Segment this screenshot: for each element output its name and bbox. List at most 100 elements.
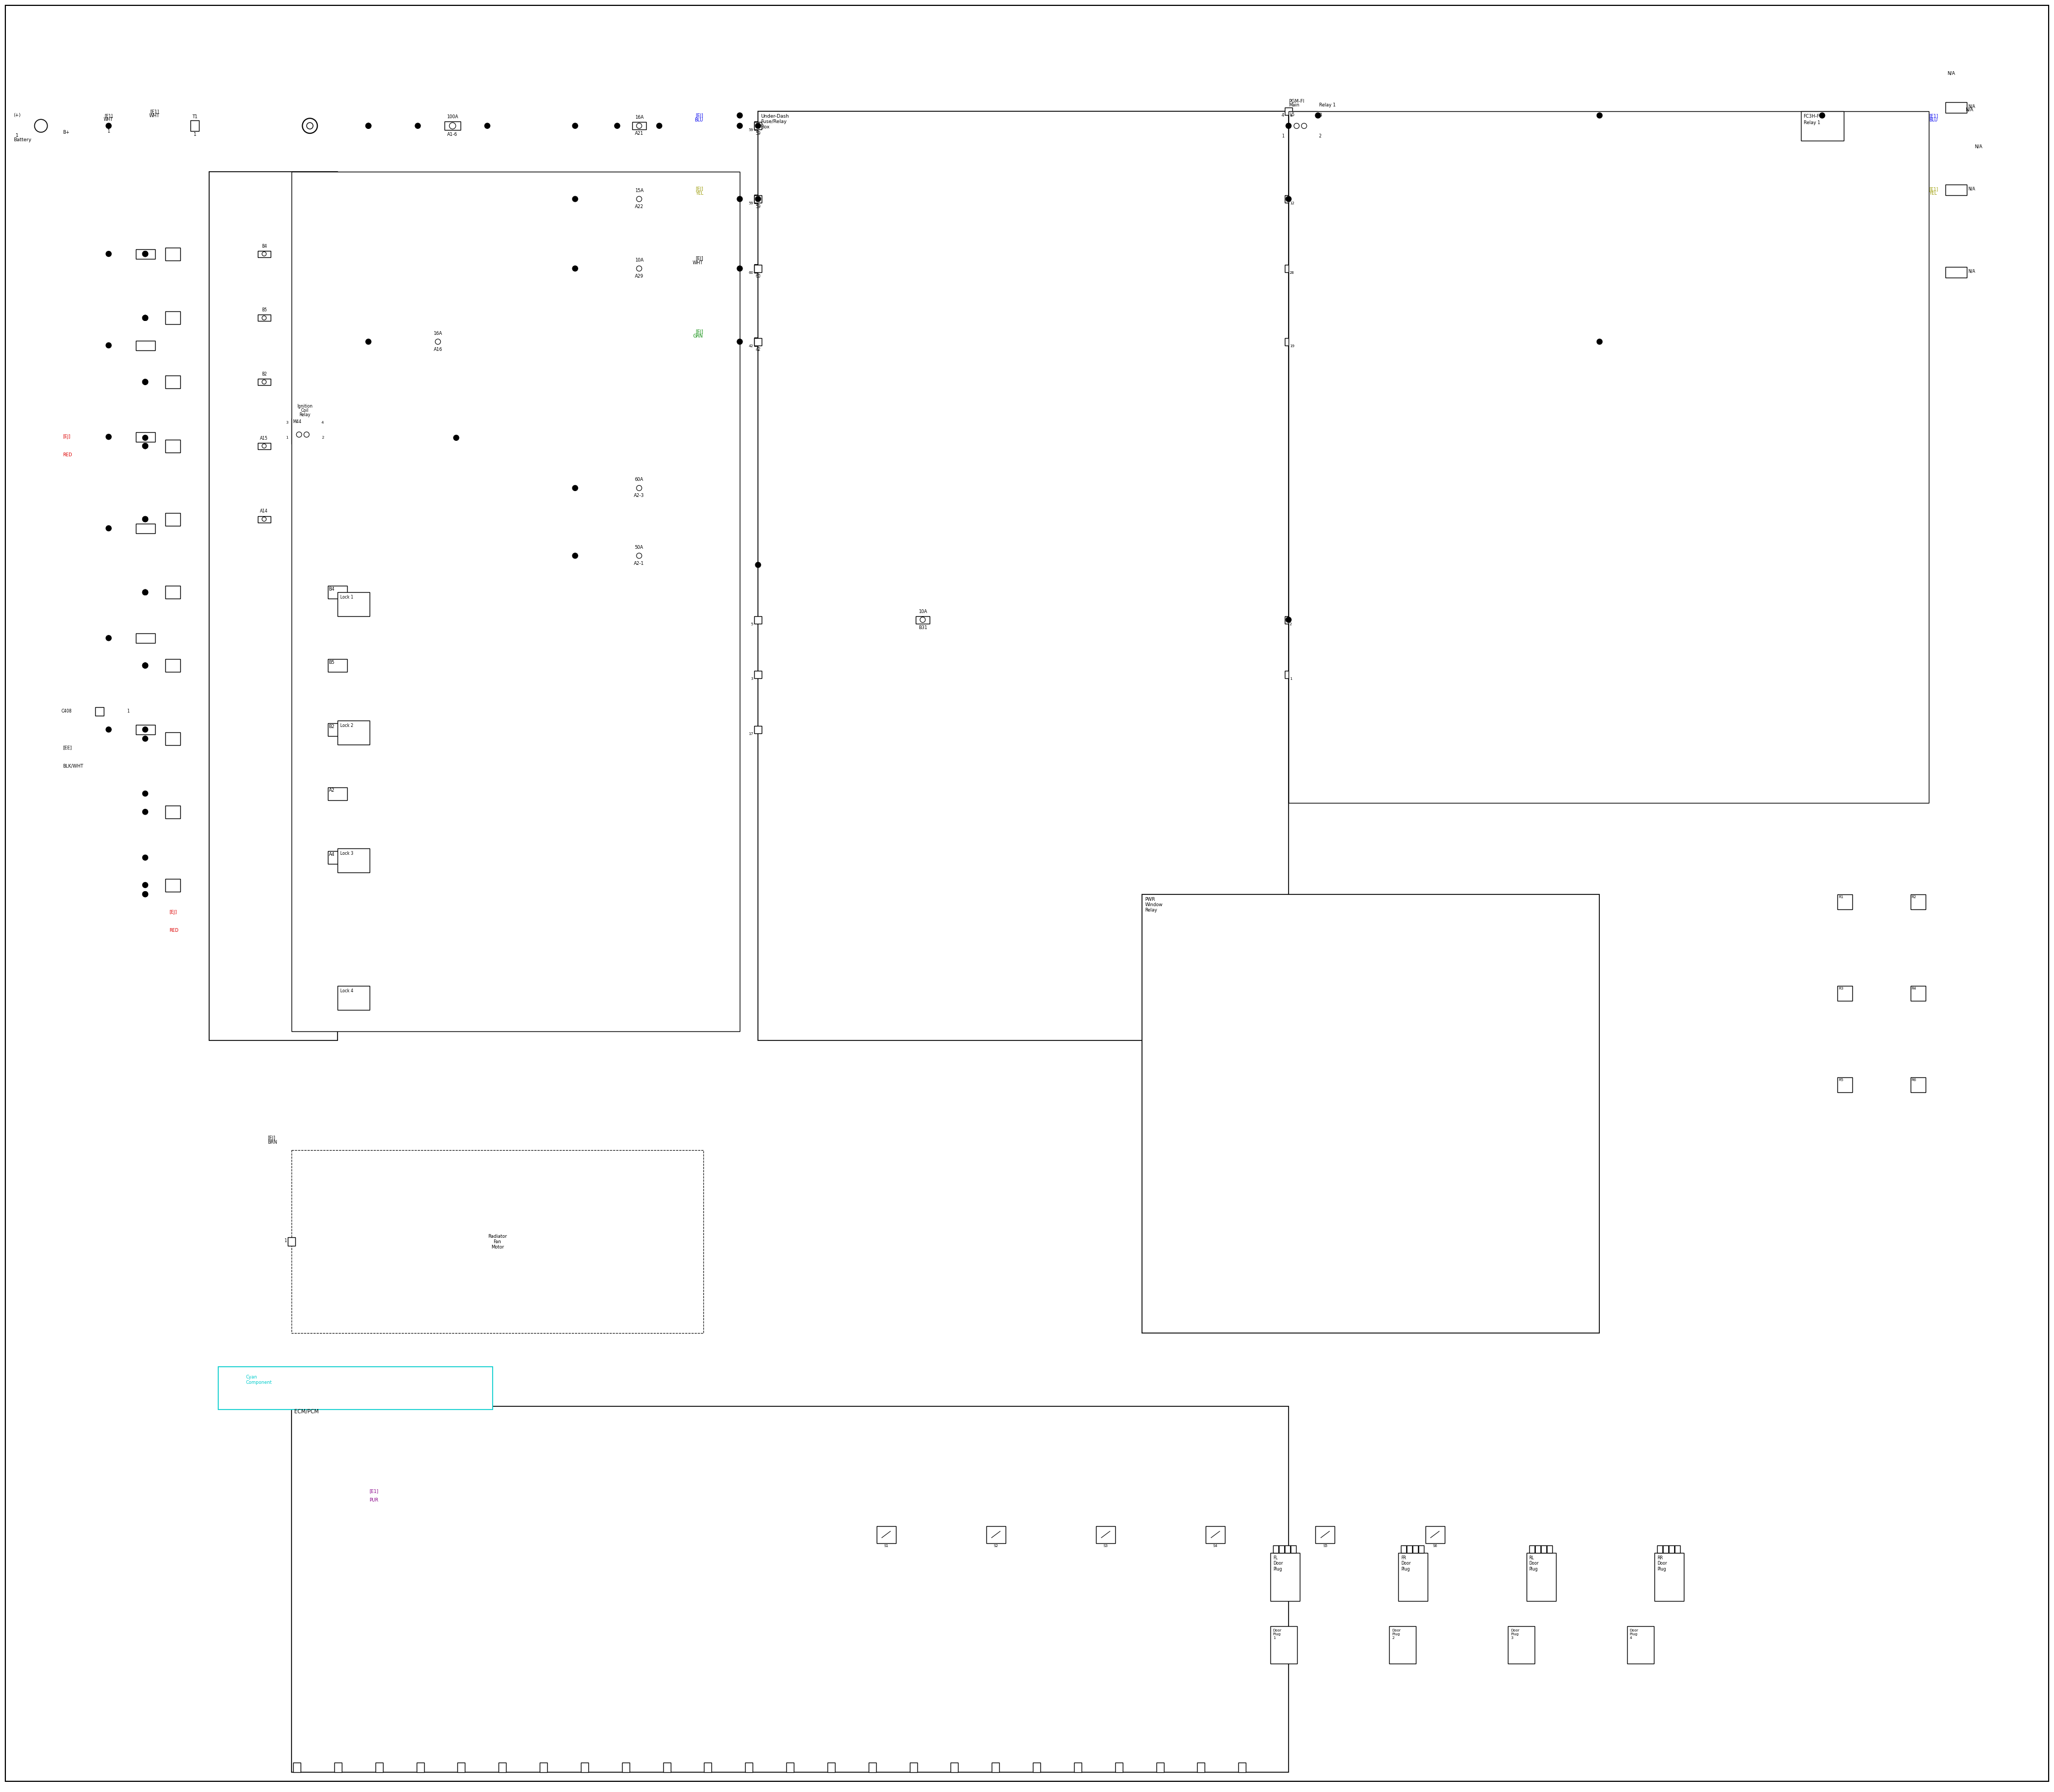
Bar <box>622 1763 629 1772</box>
Text: BRN: BRN <box>267 1140 277 1145</box>
Bar <box>1664 1545 1668 1554</box>
Bar <box>1534 1545 1540 1554</box>
Circle shape <box>454 435 458 441</box>
Circle shape <box>142 251 148 256</box>
Bar <box>986 1527 1006 1543</box>
Circle shape <box>263 315 267 321</box>
Bar <box>1945 267 1968 278</box>
Text: A21: A21 <box>635 131 643 136</box>
Text: 60A: 60A <box>635 477 643 482</box>
Text: S2: S2 <box>994 1545 998 1546</box>
Bar <box>1286 108 1292 115</box>
Text: 2: 2 <box>1290 622 1292 625</box>
Bar <box>992 1763 1000 1772</box>
Bar <box>754 263 762 272</box>
Circle shape <box>366 124 372 129</box>
Text: [E1]: [E1] <box>1929 113 1939 118</box>
Circle shape <box>302 118 318 133</box>
Bar <box>877 1527 896 1543</box>
Bar <box>1627 1625 1653 1663</box>
Circle shape <box>142 435 148 441</box>
Text: A2: A2 <box>329 788 335 794</box>
Bar <box>337 986 370 1009</box>
Bar <box>910 1763 916 1772</box>
Bar <box>1033 1763 1041 1772</box>
Circle shape <box>920 616 926 622</box>
Bar <box>329 787 347 799</box>
Text: A16: A16 <box>433 348 442 351</box>
Bar <box>1668 1545 1674 1554</box>
Text: [EJ]: [EJ] <box>64 434 70 439</box>
Bar <box>1142 894 1600 1333</box>
Bar <box>292 419 318 444</box>
Text: 1: 1 <box>193 133 195 136</box>
Text: Main: Main <box>1288 102 1300 108</box>
Bar <box>1910 894 1925 909</box>
Text: R2: R2 <box>1912 896 1916 898</box>
Bar <box>294 1763 300 1772</box>
Circle shape <box>107 342 111 348</box>
Text: YEL: YEL <box>694 192 702 195</box>
Text: 4: 4 <box>322 421 325 425</box>
Text: S4: S4 <box>1214 1545 1218 1546</box>
Text: RED: RED <box>168 928 179 934</box>
Circle shape <box>142 891 148 896</box>
Bar <box>335 1763 341 1772</box>
Bar <box>136 432 154 441</box>
Circle shape <box>142 443 148 448</box>
Circle shape <box>142 443 148 448</box>
Text: 1: 1 <box>127 710 129 713</box>
Bar <box>1508 1625 1534 1663</box>
Text: [EJ]: [EJ] <box>696 256 702 262</box>
Text: 59: 59 <box>748 129 754 131</box>
Text: R4: R4 <box>1912 987 1916 989</box>
Bar <box>754 339 762 346</box>
Text: 60: 60 <box>756 274 760 280</box>
Circle shape <box>107 525 111 530</box>
Bar <box>754 195 762 202</box>
Bar <box>337 848 370 873</box>
Bar <box>329 851 347 864</box>
Text: WHT: WHT <box>692 260 702 265</box>
Circle shape <box>35 120 47 133</box>
Text: Lock 4: Lock 4 <box>341 989 353 993</box>
Text: ECM/PCM: ECM/PCM <box>294 1409 318 1414</box>
Text: B2: B2 <box>329 724 335 729</box>
Circle shape <box>263 251 267 256</box>
Text: 42: 42 <box>748 344 754 348</box>
Circle shape <box>573 265 577 271</box>
Text: WHT: WHT <box>105 116 113 122</box>
Bar <box>754 616 762 624</box>
Bar <box>633 484 647 491</box>
Bar <box>1540 1545 1547 1554</box>
Text: 8: 8 <box>1290 115 1292 116</box>
Bar <box>754 726 762 733</box>
Circle shape <box>142 663 148 668</box>
Bar <box>758 111 1288 1041</box>
Text: 12: 12 <box>1290 202 1294 204</box>
Text: Lock 3: Lock 3 <box>341 851 353 857</box>
Bar <box>540 1763 546 1772</box>
Circle shape <box>737 197 741 202</box>
Text: PGM-FI: PGM-FI <box>1288 99 1304 104</box>
Bar <box>1399 1554 1428 1600</box>
Circle shape <box>1294 124 1300 129</box>
Circle shape <box>657 124 661 129</box>
Bar <box>164 586 181 599</box>
Text: 1: 1 <box>1290 677 1292 681</box>
Text: [EE]: [EE] <box>64 745 72 751</box>
Bar <box>257 378 271 385</box>
Text: FL
Door
Plug: FL Door Plug <box>1273 1555 1284 1572</box>
Text: 16A: 16A <box>635 115 643 120</box>
Bar <box>1945 102 1968 113</box>
Circle shape <box>1302 124 1306 129</box>
Circle shape <box>415 124 421 129</box>
Circle shape <box>366 124 372 129</box>
Bar <box>828 1763 834 1772</box>
Text: A29: A29 <box>635 274 643 280</box>
Text: 10A: 10A <box>635 258 643 263</box>
Bar <box>1280 1545 1284 1554</box>
Text: B+: B+ <box>64 131 70 134</box>
Circle shape <box>304 432 310 437</box>
Bar <box>136 340 154 349</box>
